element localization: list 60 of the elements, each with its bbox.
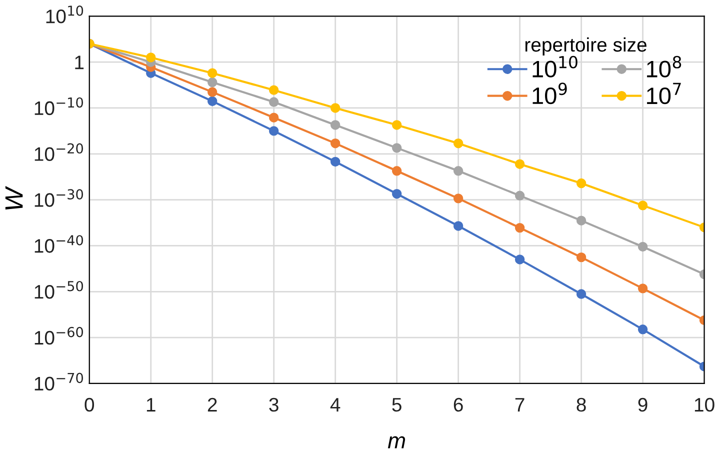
y-tick-label: 10$^{−50}$ (34, 280, 84, 299)
point (268, 97, 279, 107)
point (330, 138, 340, 148)
point (268, 85, 279, 95)
point (514, 190, 525, 201)
point (392, 120, 402, 130)
point (576, 178, 586, 188)
point (638, 324, 648, 334)
point (453, 166, 464, 176)
y-tick-label: 10$^{−60}$ (34, 326, 84, 345)
point (514, 159, 525, 169)
point (576, 216, 586, 226)
legend-label: 10$^{8}$ (647, 56, 682, 78)
x-tick-label: 0 (84, 398, 94, 412)
point (453, 194, 464, 204)
point (392, 143, 402, 153)
point (207, 96, 218, 106)
y-axis-title: W (5, 186, 23, 210)
y-tick-label: 10$^{−10}$ (34, 97, 84, 116)
y-tick-label: 10$^{10}$ (46, 6, 84, 24)
point (638, 200, 648, 210)
point (514, 222, 525, 233)
point (146, 52, 156, 62)
x-tick-label: 4 (330, 398, 340, 412)
point (268, 112, 279, 122)
x-tick-label: 2 (208, 398, 217, 412)
point (576, 252, 586, 262)
y-tick-label: 1 (75, 56, 84, 70)
point (392, 188, 402, 199)
x-tick-label: 3 (269, 398, 278, 412)
legend-label: 10$^{10}$ (532, 56, 578, 78)
point (207, 68, 218, 78)
point (453, 221, 464, 231)
x-tick-label: 8 (576, 398, 586, 412)
x-tick-label: 5 (392, 398, 402, 412)
point (207, 87, 218, 97)
point (453, 138, 464, 148)
point (576, 289, 586, 299)
legend-label: 10$^{7}$ (647, 82, 681, 104)
point (392, 166, 402, 176)
y-tick-label: 10$^{−30}$ (34, 189, 84, 207)
point (207, 77, 218, 88)
point (330, 156, 340, 167)
legend-label: 10$^{9}$ (532, 82, 567, 104)
y-tick-label: 10$^{−40}$ (34, 235, 84, 253)
point (638, 242, 648, 252)
x-axis-title: m (388, 436, 406, 448)
point (330, 120, 340, 130)
x-tick-label: 6 (454, 398, 463, 412)
point (638, 284, 648, 294)
x-tick-label: 7 (515, 398, 524, 412)
point (330, 103, 340, 113)
legend-title: repertoire size (525, 37, 646, 56)
y-tick-label: 10$^{−20}$ (34, 143, 84, 161)
point (514, 254, 525, 264)
y-tick-label: 10$^{−70}$ (34, 372, 84, 391)
x-tick-label: 1 (146, 398, 156, 412)
x-tick-label: 10 (694, 398, 714, 412)
point (268, 126, 279, 136)
x-tick-label: 9 (638, 398, 648, 412)
